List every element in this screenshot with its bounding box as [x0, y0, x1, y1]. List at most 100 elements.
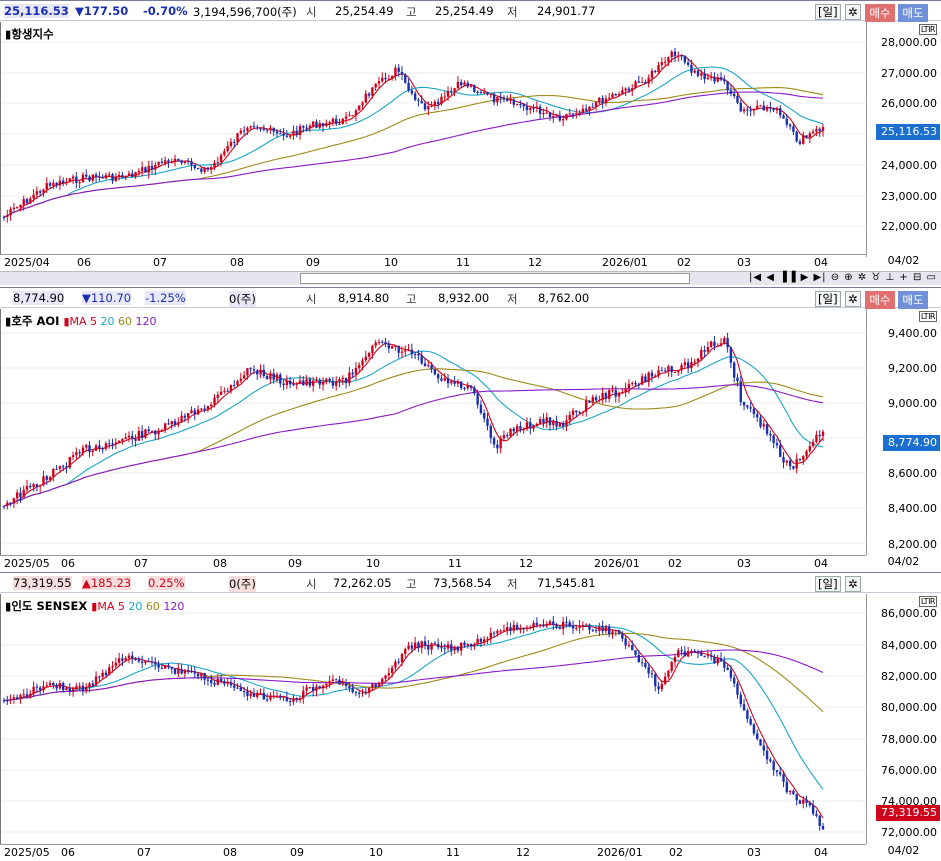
- candle-body: [410, 90, 414, 94]
- candle-body: [489, 632, 492, 639]
- candle-body: [2, 216, 6, 218]
- hsi-scrollbar[interactable]: |◀ ◀ ▐▐ ▶ ▶| ⊖ ⊕ ✲ ♉ ⊥ + ⊟ ▭: [0, 271, 941, 285]
- candle-body: [213, 162, 216, 168]
- candle-body: [167, 160, 170, 163]
- aoi-period-button[interactable]: [일]: [815, 291, 841, 307]
- candle-body: [719, 657, 723, 662]
- x-tick: 02: [677, 256, 691, 269]
- candle-body: [788, 460, 792, 467]
- hsi-period-button[interactable]: [일]: [815, 4, 841, 20]
- candle-body: [627, 645, 631, 647]
- candle-body: [325, 378, 328, 382]
- candle-body: [555, 115, 558, 117]
- candle-body: [78, 452, 81, 454]
- candle-body: [282, 133, 285, 136]
- candle-body: [558, 115, 562, 121]
- candle-body: [729, 90, 733, 94]
- hsi-nav-icons[interactable]: |◀ ◀ ▐▐ ▶ ▶| ⊖ ⊕ ✲ ♉ ⊥ + ⊟ ▭: [748, 272, 937, 283]
- candle-body: [779, 108, 782, 116]
- x-tick: 08: [230, 256, 244, 269]
- candle-body: [706, 77, 710, 80]
- candle-body: [506, 99, 509, 101]
- candle-body: [256, 692, 259, 697]
- aoi-ltir-badge[interactable]: LTIR: [918, 311, 937, 322]
- sensex-ltir-badge[interactable]: LTIR: [918, 596, 937, 607]
- candle-body: [160, 430, 164, 432]
- candle-body: [390, 667, 394, 673]
- candle-body: [492, 632, 496, 634]
- candle-body: [561, 621, 565, 629]
- candle-body: [815, 434, 818, 442]
- candle-body: [193, 410, 196, 415]
- aoi-candlestick-chart: [1, 332, 867, 544]
- candle-body: [134, 658, 137, 660]
- sensex-settings-gear-icon[interactable]: ✲: [845, 576, 861, 592]
- candle-body: [249, 368, 252, 370]
- candle-body: [233, 384, 236, 386]
- candle-body: [466, 385, 469, 389]
- candle-body: [515, 624, 519, 631]
- hsi-buy-button[interactable]: 매수: [865, 4, 895, 22]
- candle-body: [519, 426, 522, 430]
- candle-body: [568, 622, 571, 627]
- candle-body: [311, 121, 315, 126]
- candle-body: [769, 759, 772, 762]
- candle-body: [693, 361, 696, 363]
- candle-body: [58, 683, 62, 689]
- aoi-chart-area[interactable]: ▮호주 AOI ▮MA 5 20 60 120 LTIR 9,400.00 9,…: [0, 309, 941, 555]
- candle-body: [410, 349, 414, 355]
- candle-body: [157, 161, 160, 165]
- candle-body: [35, 484, 39, 487]
- candle-body: [236, 133, 239, 143]
- candle-body: [394, 661, 397, 668]
- candle-body: [361, 360, 364, 366]
- candle-body: [502, 97, 506, 100]
- candle-body: [308, 125, 312, 129]
- candle-body: [453, 381, 456, 384]
- candle-body: [12, 498, 16, 504]
- candle-body: [805, 451, 808, 457]
- candle-body: [634, 650, 637, 655]
- candle-body: [614, 390, 617, 397]
- candle-body: [496, 444, 499, 449]
- candle-body: [269, 695, 272, 700]
- hsi-ltir-badge[interactable]: LTIR: [918, 24, 937, 35]
- aoi-buy-button[interactable]: 매수: [865, 291, 895, 309]
- hsi-settings-gear-icon[interactable]: ✲: [845, 4, 861, 20]
- candle-body: [29, 693, 32, 697]
- candle-body: [384, 675, 387, 679]
- candle-body: [104, 672, 108, 676]
- candle-body: [219, 155, 223, 163]
- candle-body: [295, 697, 298, 700]
- aoi-sell-button[interactable]: 매도: [898, 291, 928, 309]
- candle-body: [417, 99, 420, 101]
- candle-body: [183, 160, 187, 163]
- hsi-scroll-thumb[interactable]: [300, 273, 690, 284]
- ma20-line: [3, 66, 824, 218]
- candle-body: [686, 62, 690, 65]
- candle-body: [463, 82, 466, 86]
- candle-body: [469, 644, 473, 647]
- hsi-sell-button[interactable]: 매도: [898, 4, 928, 22]
- candle-body: [742, 704, 746, 711]
- candle-body: [413, 354, 417, 356]
- candle-body: [154, 430, 157, 435]
- candle-body: [88, 445, 91, 452]
- candle-body: [249, 126, 252, 128]
- hsi-chart-area[interactable]: ▮항생지수 LTIR 28,000.00 27,000.00 26,000.00…: [0, 22, 941, 257]
- candle-body: [55, 468, 58, 470]
- candle-body: [62, 180, 65, 184]
- y-tick: 9,400.00: [888, 327, 937, 340]
- ma60-line: [3, 86, 824, 218]
- aoi-settings-gear-icon[interactable]: ✲: [845, 291, 861, 307]
- sensex-period-button[interactable]: [일]: [815, 576, 841, 592]
- candle-body: [42, 686, 45, 691]
- candle-body: [68, 687, 71, 691]
- candle-body: [32, 484, 35, 488]
- y-tick: 72,000.00: [881, 826, 937, 839]
- candle-body: [19, 205, 22, 207]
- candle-body: [723, 79, 726, 82]
- sensex-chart-area[interactable]: ▮인도 SENSEX ▮MA 5 20 60 120 LTIR 86,000.0…: [0, 594, 941, 844]
- x-tick: 07: [137, 846, 151, 859]
- candle-body: [331, 118, 335, 122]
